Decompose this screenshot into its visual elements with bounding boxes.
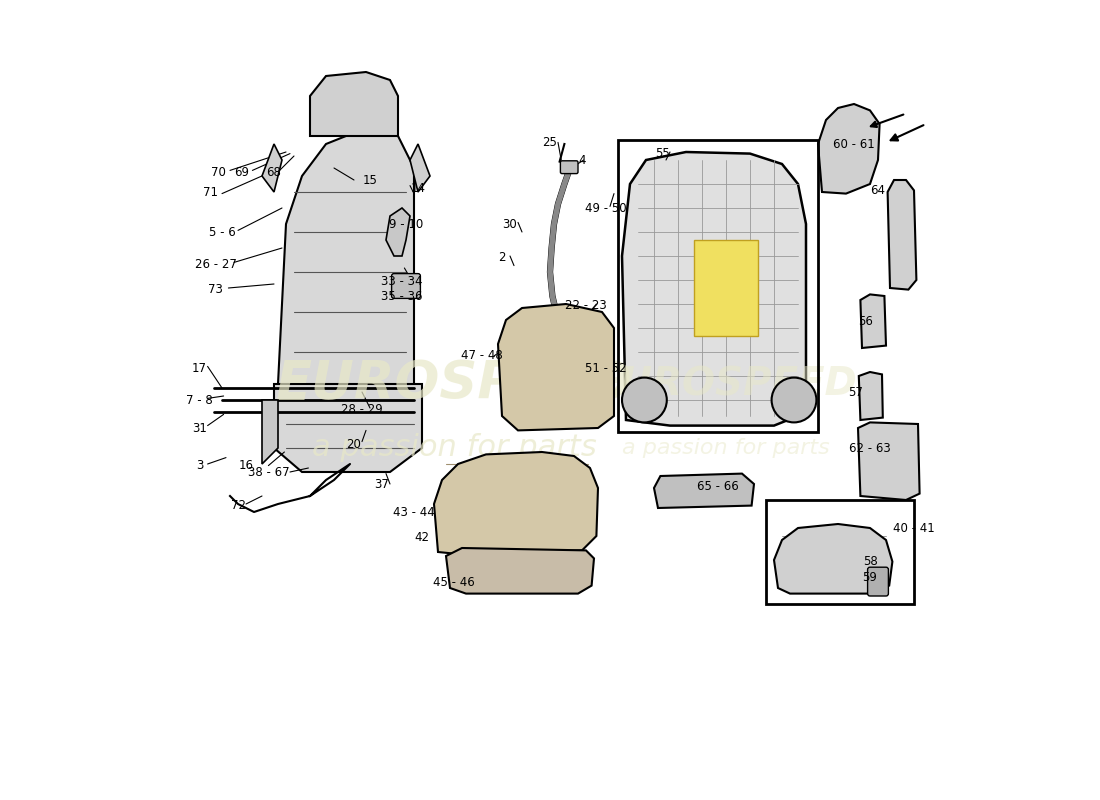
Polygon shape: [274, 384, 422, 472]
Polygon shape: [654, 474, 754, 508]
Text: 56: 56: [859, 315, 873, 328]
Polygon shape: [859, 372, 883, 420]
FancyBboxPatch shape: [868, 567, 889, 596]
Text: 65 - 66: 65 - 66: [697, 480, 739, 493]
Text: 22 - 23: 22 - 23: [565, 299, 607, 312]
Text: 4: 4: [579, 154, 585, 166]
Bar: [766, 500, 914, 604]
Bar: [618, 140, 818, 432]
Text: 28 - 29: 28 - 29: [341, 403, 383, 416]
Polygon shape: [262, 400, 278, 464]
Text: a passion for parts: a passion for parts: [311, 434, 596, 462]
Polygon shape: [498, 304, 614, 430]
Text: 42: 42: [415, 531, 429, 544]
Text: 30: 30: [503, 218, 517, 230]
Polygon shape: [386, 208, 410, 256]
Text: 35 - 36: 35 - 36: [382, 290, 422, 302]
Text: 62 - 63: 62 - 63: [849, 442, 891, 454]
Polygon shape: [818, 104, 880, 194]
Text: 59: 59: [862, 571, 878, 584]
Text: 69: 69: [234, 166, 250, 178]
Text: EUROSPEED: EUROSPEED: [595, 365, 857, 403]
Text: 47 - 48: 47 - 48: [461, 350, 503, 362]
Text: 16: 16: [239, 459, 253, 472]
Polygon shape: [621, 152, 806, 426]
Polygon shape: [888, 180, 916, 290]
Text: 71: 71: [202, 186, 218, 198]
Polygon shape: [860, 294, 886, 348]
Polygon shape: [774, 524, 892, 594]
Text: 55: 55: [654, 147, 670, 160]
Text: 38 - 67: 38 - 67: [248, 466, 289, 478]
Text: 2: 2: [498, 251, 506, 264]
Text: 25: 25: [542, 136, 558, 149]
Polygon shape: [410, 144, 430, 192]
Text: 70: 70: [210, 166, 225, 178]
Text: 15: 15: [363, 174, 377, 186]
Text: 17: 17: [192, 362, 207, 374]
Text: 49 - 50: 49 - 50: [585, 202, 627, 214]
Polygon shape: [278, 128, 414, 400]
Text: 37: 37: [375, 478, 389, 490]
Text: 64: 64: [870, 184, 886, 197]
Text: EUROSPEED: EUROSPEED: [276, 358, 632, 410]
Text: 9 - 10: 9 - 10: [389, 218, 424, 230]
Text: 51 - 52: 51 - 52: [585, 362, 627, 374]
Text: 3: 3: [196, 459, 204, 472]
Polygon shape: [310, 72, 398, 136]
Polygon shape: [262, 144, 282, 192]
Text: 40 - 41: 40 - 41: [893, 522, 935, 534]
Text: 33 - 34: 33 - 34: [382, 275, 422, 288]
Text: 26 - 27: 26 - 27: [195, 258, 236, 270]
Text: 58: 58: [862, 555, 878, 568]
Text: 60 - 61: 60 - 61: [833, 138, 875, 150]
Text: 72: 72: [231, 499, 245, 512]
FancyBboxPatch shape: [392, 274, 420, 298]
Polygon shape: [434, 452, 598, 554]
Text: 20: 20: [346, 438, 362, 450]
FancyBboxPatch shape: [560, 161, 578, 174]
Text: 31: 31: [192, 422, 207, 434]
Text: 5 - 6: 5 - 6: [209, 226, 235, 238]
Text: a passion for parts: a passion for parts: [623, 438, 829, 458]
FancyBboxPatch shape: [694, 240, 758, 336]
Text: 7 - 8: 7 - 8: [186, 394, 213, 406]
Text: 57: 57: [848, 386, 864, 398]
Text: 43 - 44: 43 - 44: [393, 506, 434, 518]
Text: 45 - 46: 45 - 46: [433, 576, 475, 589]
Text: 14: 14: [410, 182, 426, 194]
Text: 73: 73: [208, 283, 223, 296]
Text: 68: 68: [266, 166, 282, 178]
Circle shape: [771, 378, 816, 422]
Circle shape: [621, 378, 667, 422]
Polygon shape: [858, 422, 920, 500]
Polygon shape: [446, 548, 594, 594]
